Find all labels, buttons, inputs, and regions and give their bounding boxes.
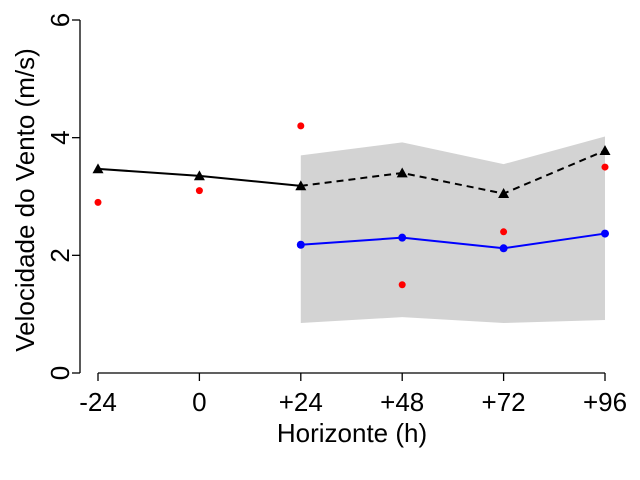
- series-0-point: [498, 188, 510, 198]
- x-tick-label: +72: [482, 387, 526, 417]
- confidence-band: [300, 136, 605, 323]
- y-tick-label: 6: [45, 13, 75, 27]
- series-1-point: [499, 244, 508, 253]
- x-axis-title: Horizonte (h): [277, 418, 427, 448]
- series-0-point: [599, 145, 611, 156]
- series-2-point: [195, 187, 203, 195]
- x-tick-label: -24: [79, 387, 117, 417]
- y-axis-title: Velocidade do Vento (m/s): [10, 48, 40, 352]
- x-tick-label: +24: [279, 387, 323, 417]
- series-1-point: [398, 233, 407, 242]
- series-markers: [92, 122, 611, 289]
- series-2-point: [94, 198, 102, 206]
- series-2-point: [500, 228, 508, 236]
- y-tick-label: 2: [45, 248, 75, 262]
- series-1-point: [296, 240, 305, 249]
- series-2-point: [601, 163, 609, 171]
- y-tick-label: 0: [45, 366, 75, 380]
- series-2-point: [297, 122, 305, 130]
- series-0-point: [92, 163, 104, 174]
- series-1-line: [300, 232, 606, 250]
- confidence-band-layer: [300, 136, 605, 323]
- ticks: 0 2 4 6 -24 0 +24 +48 +72 +96: [45, 13, 627, 417]
- series-0-point: [193, 170, 205, 181]
- y-tick-label: 4: [45, 130, 75, 144]
- series-0-point: [396, 167, 408, 178]
- series-0-point: [295, 180, 307, 191]
- x-tick-label: +96: [583, 387, 627, 417]
- x-tick-label: +48: [380, 387, 424, 417]
- axes: [79, 20, 605, 374]
- series-2-point: [398, 281, 406, 289]
- x-tick-label: 0: [192, 387, 206, 417]
- series-1-point: [601, 229, 609, 238]
- series-0-dashed-line: [300, 149, 606, 195]
